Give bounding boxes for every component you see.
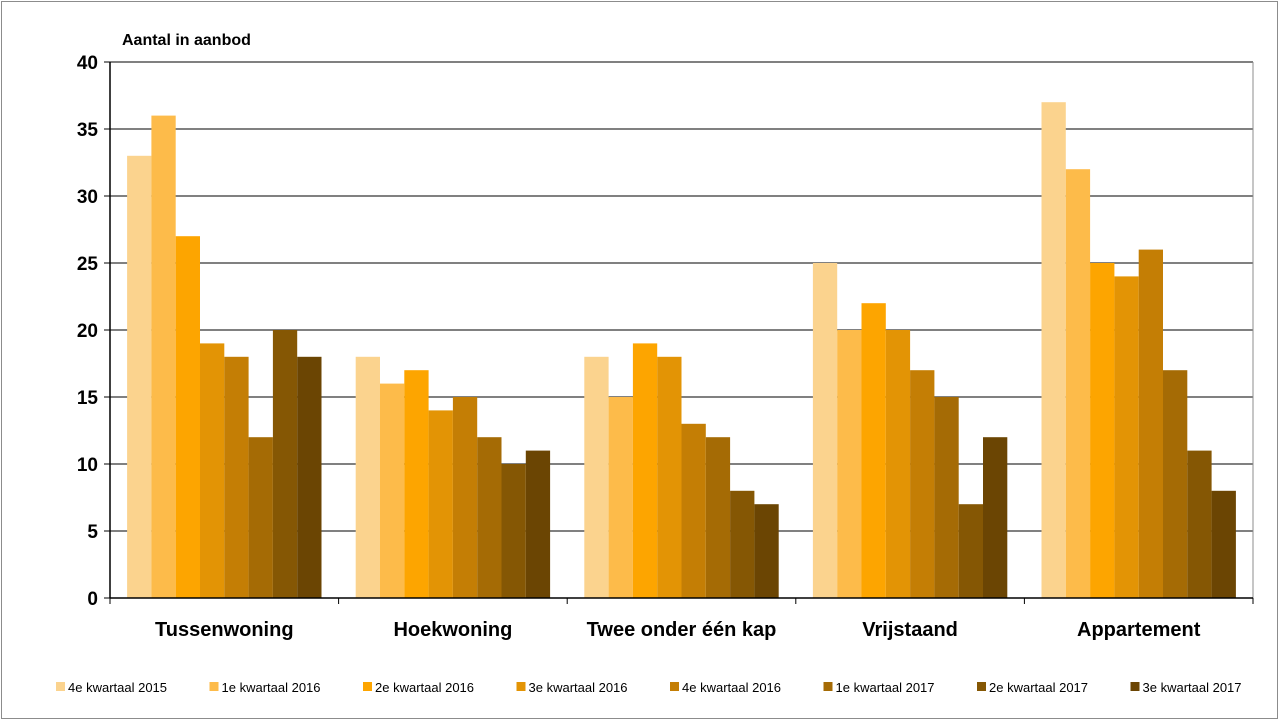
axes — [104, 61, 1254, 604]
y-tick-label: 35 — [77, 120, 99, 141]
y-tick-label: 15 — [77, 388, 99, 409]
bar — [501, 464, 526, 598]
bar — [730, 490, 755, 598]
bar — [1090, 263, 1115, 598]
bar — [297, 356, 322, 598]
bar — [151, 115, 176, 598]
bar — [1065, 169, 1091, 598]
bar — [452, 397, 478, 598]
bar — [910, 370, 935, 598]
legend-label: 2e kwartaal 2017 — [989, 680, 1088, 695]
y-tick-label: 0 — [87, 589, 98, 610]
bar — [1138, 249, 1163, 598]
y-axis-title: Aantal in aanbod — [122, 32, 251, 49]
bar — [428, 410, 453, 598]
y-tick-label: 5 — [87, 522, 98, 543]
bar — [861, 303, 886, 598]
bar — [983, 437, 1008, 598]
bar — [812, 263, 838, 598]
x-category-label: Vrijstaand — [862, 619, 958, 641]
bar — [404, 370, 429, 598]
legend-label: 4e kwartaal 2016 — [682, 680, 781, 695]
y-tick-label: 25 — [77, 254, 99, 275]
bar — [705, 437, 731, 598]
bar — [1114, 276, 1139, 598]
y-tick-label: 10 — [77, 455, 98, 476]
y-tick-label: 40 — [77, 53, 98, 74]
legend-label: 3e kwartaal 2016 — [529, 680, 628, 695]
bar — [1041, 102, 1066, 598]
legend-swatch — [823, 682, 833, 691]
bar — [380, 383, 405, 598]
bar — [657, 356, 682, 598]
category-labels: Tussenwoning Hoekwoning Twee onder één kap… — [155, 619, 1201, 641]
x-category-label: Twee onder één kap — [587, 619, 777, 641]
bars — [127, 102, 1236, 599]
legend-swatch — [56, 682, 65, 691]
bar — [958, 504, 983, 598]
bar — [1187, 450, 1212, 598]
legend-label: 3e kwartaal 2017 — [1143, 680, 1242, 695]
legend-label: 1e kwartaal 2016 — [222, 680, 321, 695]
bar — [224, 356, 249, 598]
x-category-label: Tussenwoning — [155, 619, 294, 641]
legend-swatch — [670, 682, 679, 691]
bar — [885, 330, 911, 598]
x-category-label: Hoekwoning — [393, 619, 512, 641]
legend-label: 2e kwartaal 2016 — [375, 680, 474, 695]
y-tick-label: 30 — [77, 187, 98, 208]
bar — [837, 330, 862, 598]
bar — [127, 155, 152, 599]
y-tick-labels: 0 5 10 15 20 25 30 35 40 — [77, 53, 99, 610]
bar — [248, 437, 273, 598]
bar — [584, 356, 609, 598]
bar — [1211, 490, 1236, 598]
y-tick-label: 20 — [77, 321, 98, 342]
legend-swatch — [209, 682, 219, 691]
legend-swatch — [363, 682, 372, 691]
x-category-label: Appartement — [1077, 619, 1201, 641]
legend-label: 1e kwartaal 2017 — [836, 680, 935, 695]
bar — [934, 397, 959, 598]
legend-swatch — [977, 682, 986, 691]
bar — [754, 504, 779, 598]
legend: 4e kwartaal 2015 1e kwartaal 2016 2e kwart… — [56, 680, 1242, 695]
legend-label: 4e kwartaal 2015 — [68, 680, 167, 695]
bar — [355, 356, 380, 598]
bar — [632, 343, 658, 598]
legend-swatch — [1130, 682, 1140, 691]
bar — [175, 236, 200, 598]
bar — [200, 343, 225, 598]
bar — [1163, 370, 1188, 598]
legend-swatch — [516, 682, 526, 691]
bar — [272, 330, 298, 598]
bar — [681, 423, 706, 598]
bar — [525, 450, 551, 598]
bar — [477, 437, 502, 598]
bar — [608, 397, 633, 598]
